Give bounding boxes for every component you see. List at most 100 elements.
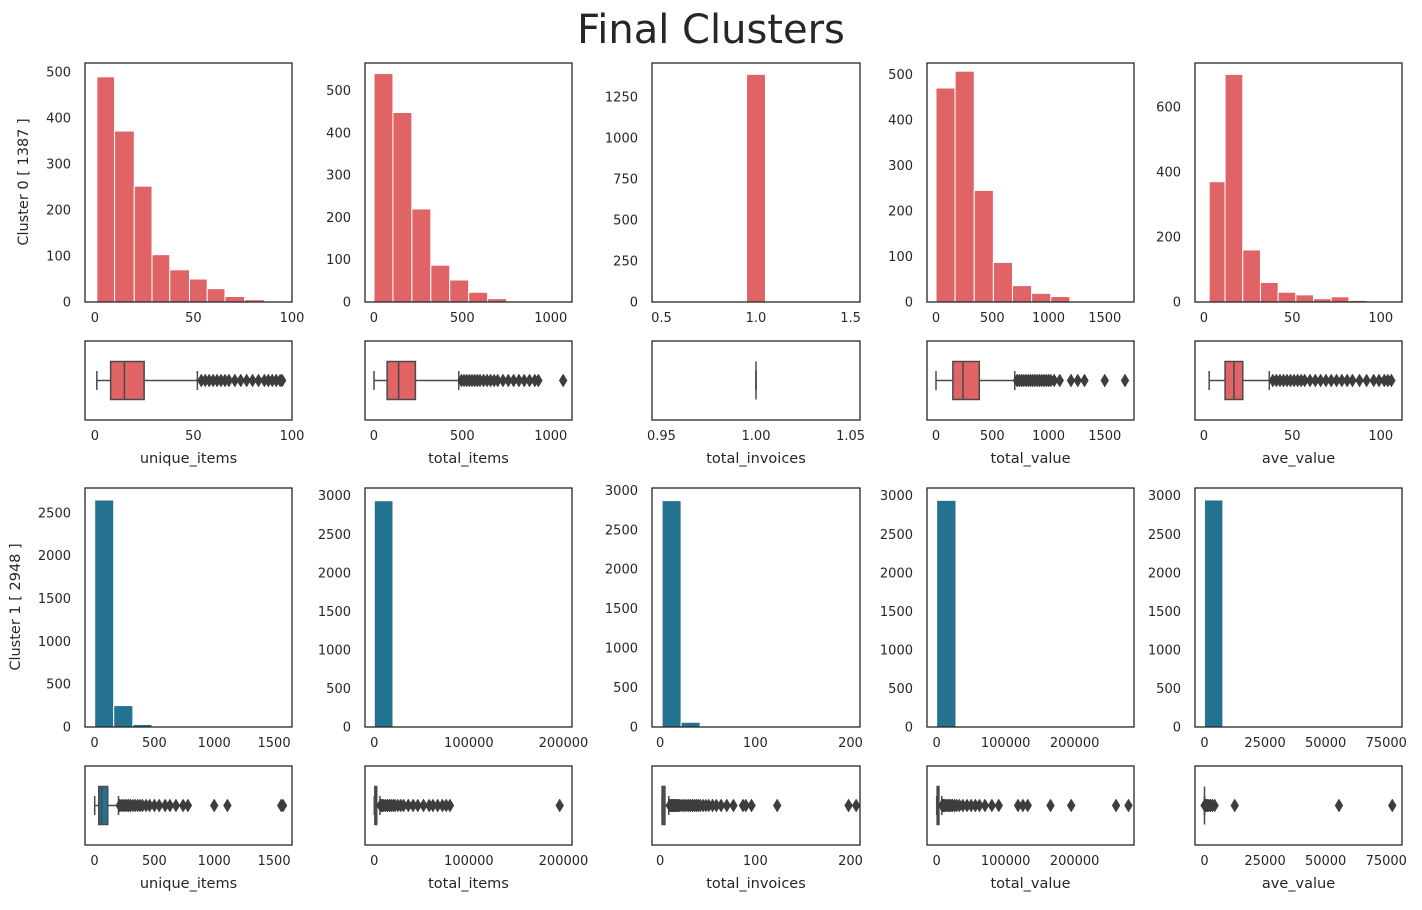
cluster-1-ave-value-hist-ytick-2: 1000 bbox=[1148, 643, 1181, 658]
cluster-0-ave-value-hist-bar-2 bbox=[1242, 249, 1261, 303]
cluster-0-unique-items-box-frame bbox=[84, 340, 293, 421]
cluster-1-total-value-hist-ytick-4: 2000 bbox=[880, 566, 913, 581]
cluster-0-unique-items-outlier-11 bbox=[248, 373, 257, 388]
cluster-0-total-value-outlier-16 bbox=[1049, 373, 1059, 388]
cluster-1-ave-value-boxplot: 0 25000 50000 75000 ave_value bbox=[1194, 765, 1407, 892]
cluster-0-ave-value-box-xtick-1: 50 bbox=[1284, 429, 1301, 444]
cluster-1-unique-items-hist-ytick-3: 1500 bbox=[38, 592, 71, 607]
cluster-0-ave-value-hist-ytick-0: 0 bbox=[1173, 296, 1181, 311]
cluster-0-total-invoices-histogram: 0.5 1.0 1.5 0 250 500 750 1000 1250 bbox=[605, 62, 861, 326]
cluster-0-total-value-iqr-box bbox=[952, 360, 981, 401]
cluster-1-unique-items-box-frame bbox=[84, 765, 293, 846]
cluster-1-total-value-box-xtick-1: 100000 bbox=[981, 854, 1031, 869]
cluster-1-ave-value-hist-xtick-3: 75000 bbox=[1366, 736, 1407, 751]
cluster-0-unique-items-hist-bar-7 bbox=[224, 295, 246, 303]
cluster-1-total-items-hist-ytick-1: 500 bbox=[326, 682, 351, 697]
cluster-0-total-items-hist-ytick-5: 500 bbox=[326, 84, 351, 99]
cluster-0-total-invoices-box-xtick-1: 1.00 bbox=[742, 429, 771, 444]
cluster-1-total-invoices-hist-ytick-3: 1500 bbox=[605, 602, 638, 617]
cluster-1-ave-value-box-xtick-1: 25000 bbox=[1244, 854, 1285, 869]
cluster-0-total-value-hist-ytick-0: 0 bbox=[905, 296, 913, 311]
cluster-1-total-items-outlier-23 bbox=[555, 798, 564, 813]
cluster-0-ave-value-box-xtick-0: 0 bbox=[1200, 429, 1208, 444]
cluster-1-total-invoices-hist-xtick-2: 200 bbox=[838, 736, 863, 751]
cluster-0-total-items-outlier-21 bbox=[558, 373, 568, 388]
cluster-1-total-value-box-frame bbox=[926, 765, 1135, 846]
cluster-1-total-items-hist-ytick-0: 0 bbox=[343, 721, 351, 736]
cluster-1-ave-value-hist-ytick-4: 2000 bbox=[1148, 566, 1181, 581]
cluster-1-unique-items-xlabel: unique_items bbox=[140, 876, 237, 892]
cluster-0-total-value-hist-xtick-2: 1000 bbox=[1032, 311, 1065, 326]
cluster-0-ave-value-hist-bar-4 bbox=[1277, 291, 1297, 303]
cluster-0-total-value-hist-bar-5 bbox=[1031, 292, 1052, 303]
cluster-0-total-items-hist-bar-1 bbox=[392, 111, 413, 303]
cluster-0-total-value-hist-bar-4 bbox=[1012, 285, 1033, 303]
cluster-1-unique-items-hist-ytick-4: 2000 bbox=[38, 549, 71, 564]
cluster-0-ave-value-hist-bar-3 bbox=[1259, 281, 1279, 303]
cluster-1-unique-items-hist-xtick-3: 1500 bbox=[258, 736, 291, 751]
cluster-1-ave-value-hist-xtick-0: 0 bbox=[1200, 736, 1208, 751]
cluster-0-total-value-hist-xtick-0: 0 bbox=[932, 311, 940, 326]
cluster-1-total-invoices-hist-ytick-0: 0 bbox=[630, 721, 638, 736]
cluster-0-ave-value-hist-ytick-3: 600 bbox=[1156, 100, 1181, 115]
cluster-0-ave-value-hist-bar-5 bbox=[1295, 294, 1315, 303]
cluster-0-unique-items-iqr-box bbox=[109, 360, 145, 401]
cluster-0-unique-items-boxplot: 0 50 100 unique_items bbox=[84, 340, 304, 467]
cluster-0-total-value-hist-ytick-5: 500 bbox=[888, 68, 913, 83]
cluster-0-total-value-histogram: 0 500 1000 1500 0 100 200 300 400 500 bbox=[888, 62, 1135, 326]
cluster-1-total-value-outlier-18 bbox=[980, 798, 990, 813]
cluster-1-unique-items-outlier-24 bbox=[278, 798, 288, 813]
cluster-1-total-value-outlier-26 bbox=[1111, 798, 1121, 813]
cluster-0-total-items-box-frame bbox=[364, 340, 573, 421]
cluster-1-ave-value-box-xtick-0: 0 bbox=[1200, 854, 1208, 869]
cluster-1-total-items-hist-ytick-3: 1500 bbox=[318, 605, 351, 620]
cluster-0-unique-items-hist-xtick-0: 0 bbox=[91, 311, 99, 326]
cluster-1-total-items-hist-ytick-6: 3000 bbox=[318, 489, 351, 504]
cluster-0-total-invoices-hist-ytick-4: 1000 bbox=[605, 131, 638, 146]
cluster-0-total-invoices-hist-ytick-0: 0 bbox=[630, 296, 638, 311]
cluster-1-total-invoices-outlier-29 bbox=[729, 798, 738, 813]
cluster-0-ave-value-hist-xtick-1: 50 bbox=[1284, 311, 1301, 326]
cluster-1-total-items-outlier-15 bbox=[413, 798, 423, 813]
cluster-1-total-invoices-hist-ytick-5: 2500 bbox=[605, 523, 638, 538]
cluster-0-total-value-hist-bar-3 bbox=[992, 261, 1013, 303]
cluster-0-ave-value-outlier-18 bbox=[1348, 373, 1357, 388]
cluster-1-total-invoices-box-xtick-0: 0 bbox=[656, 854, 664, 869]
cluster-1-ave-value-hist-ytick-1: 500 bbox=[1156, 682, 1181, 697]
cluster-0-unique-items-box-xtick-0: 0 bbox=[91, 429, 99, 444]
cluster-1-unique-items-boxplot: 0 500 1000 1500 unique_items bbox=[84, 765, 293, 892]
cluster-0-total-invoices-hist-xtick-2: 1.5 bbox=[840, 311, 861, 326]
cluster-0-ave-value-hist-xtick-0: 0 bbox=[1200, 311, 1208, 326]
cluster-1-total-value-outlier-25 bbox=[1066, 798, 1076, 813]
cluster-0-total-invoices-hist-frame bbox=[651, 62, 861, 303]
cluster-0-ave-value-hist-xtick-2: 100 bbox=[1368, 311, 1393, 326]
cluster-0-total-value-hist-bar-1 bbox=[954, 70, 975, 303]
cluster-0-total-invoices-boxplot: 0.95 1.00 1.05 total_invoices bbox=[647, 340, 865, 467]
cluster-1-unique-items-hist-xtick-2: 1000 bbox=[198, 736, 231, 751]
cluster-1-unique-items-outlier-20 bbox=[183, 798, 193, 813]
cluster-1-total-value-outlier-27 bbox=[1124, 798, 1133, 813]
cluster-1-total-value-hist-ytick-6: 3000 bbox=[880, 489, 913, 504]
figure-title: Final Clusters bbox=[577, 7, 845, 53]
cluster-0-unique-items-hist-xtick-2: 100 bbox=[280, 311, 305, 326]
cluster-0-unique-items-outlier-12 bbox=[254, 373, 263, 388]
cluster-0-ave-value-outlier-19 bbox=[1355, 373, 1364, 388]
cluster-1-ave-value-xlabel: ave_value bbox=[1262, 876, 1335, 892]
cluster-0-ave-value-hist-bar-0 bbox=[1208, 181, 1226, 303]
cluster-1-unique-items-hist-ytick-5: 2500 bbox=[38, 506, 71, 521]
cluster-1-total-items-hist-ytick-4: 2000 bbox=[318, 566, 351, 581]
cluster-0-ave-value-hist-bar-7 bbox=[1330, 296, 1350, 303]
cluster-0-total-items-box-xtick-0: 0 bbox=[370, 429, 378, 444]
panels-grid: Cluster 0 [ 1387 ]0 50 1000100200300400500… bbox=[8, 62, 1407, 892]
cluster-1-total-value-hist-xtick-2: 200000 bbox=[1050, 736, 1100, 751]
cluster-0-unique-items-hist-ytick-3: 300 bbox=[46, 158, 71, 173]
cluster-0-total-value-hist-ytick-2: 200 bbox=[888, 204, 913, 219]
cluster-0-total-value-outlier-20 bbox=[1080, 373, 1089, 388]
cluster-1-unique-items-box-xtick-2: 1000 bbox=[198, 854, 231, 869]
cluster-0-ave-value-boxplot: 0 50 100 ave_value bbox=[1194, 340, 1403, 467]
cluster-0-unique-items-hist-ytick-4: 400 bbox=[46, 112, 71, 127]
cluster-1-ave-value-box-frame bbox=[1194, 765, 1403, 846]
cluster-1-total-value-hist-ytick-2: 1000 bbox=[880, 643, 913, 658]
cluster-0-total-value-outlier-22 bbox=[1120, 373, 1130, 388]
